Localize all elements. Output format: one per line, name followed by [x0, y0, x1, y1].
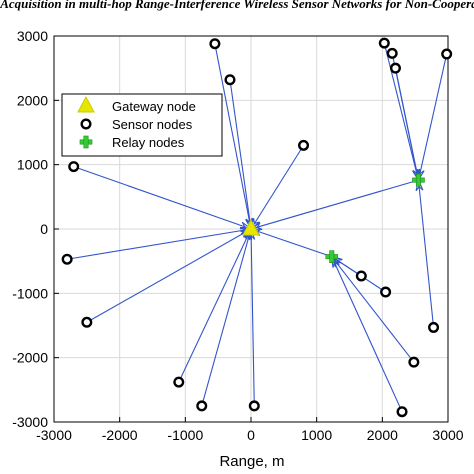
y-tick-label: 2000 [17, 92, 48, 108]
link-arrows [67, 42, 448, 412]
relay-marker-core [330, 255, 334, 259]
sensor-node-marker [428, 321, 440, 333]
sensor-node-marker [389, 62, 401, 74]
link-line [383, 42, 419, 181]
link-arrowhead [416, 168, 425, 182]
relay-marker-core [84, 140, 88, 144]
relay-marker-core [416, 178, 421, 182]
link-line [417, 180, 435, 328]
legend-label: Gateway node [112, 99, 196, 114]
sensor-node-marker [355, 270, 367, 282]
sensor-node-marker [224, 74, 236, 86]
x-tick-label: 1000 [301, 427, 332, 443]
sensor-node-marker [248, 400, 260, 412]
gateway-node-marker [242, 218, 260, 236]
y-tick-label: 3000 [17, 28, 48, 44]
link-line [250, 228, 255, 406]
link-line [417, 53, 448, 181]
link-line [394, 68, 419, 181]
legend: Gateway node Sensor nodes Relay nodes [61, 93, 223, 157]
link-line [178, 228, 252, 383]
link-line [250, 228, 332, 258]
sensor-node-marker [396, 406, 408, 418]
sensor-node-marker [209, 38, 221, 50]
legend-label: Sensor nodes [112, 117, 193, 132]
legend-label: Relay nodes [112, 135, 185, 150]
legend-gateway-marker [77, 95, 95, 113]
link-line [201, 228, 252, 407]
link-line [67, 228, 252, 260]
sensor-node-marker [61, 253, 73, 265]
link-arrowhead [415, 178, 424, 192]
relay-node-marker [412, 173, 425, 187]
legend-relay-marker [79, 135, 93, 149]
sensor-node-marker [196, 400, 208, 412]
link-line [73, 166, 252, 230]
x-tick-label: 0 [247, 427, 255, 443]
sensor-node-marker [441, 48, 453, 60]
y-tick-label: 1000 [17, 157, 48, 173]
link-line [86, 228, 252, 323]
figure-title-fragment: ...y of Acquisition in multi-hop Range-I… [0, 0, 474, 11]
x-tick-label: -2000 [102, 427, 138, 443]
x-tick-label: -1000 [167, 427, 203, 443]
link-line [229, 79, 252, 230]
relay-node-marker [325, 250, 339, 263]
link-arrowhead [331, 255, 340, 268]
legend-sensor-marker [80, 118, 92, 130]
y-axis-ticks: 3000 2000 1000 0 -1000 -2000 -3000 [12, 28, 59, 430]
sensor-node-marker [408, 356, 420, 368]
sensor-node-marker [81, 316, 93, 328]
y-tick-label: -3000 [12, 414, 48, 430]
sensor-node-marker [380, 286, 392, 298]
sensor-node-marker [298, 139, 310, 151]
link-line [214, 43, 252, 230]
sensor-node-marker [173, 376, 185, 388]
x-axis-ticks: -3000 -2000 -1000 0 1000 2000 3000 [36, 417, 464, 443]
link-line [250, 179, 419, 230]
x-tick-label: 3000 [432, 427, 463, 443]
nodes [61, 37, 453, 418]
link-arrowhead [247, 227, 256, 240]
link-line [331, 256, 415, 363]
sensor-node-marker [386, 47, 398, 59]
sensor-node-marker [378, 37, 390, 49]
link-line [250, 145, 304, 230]
link-line [331, 256, 403, 412]
y-tick-label: -1000 [12, 285, 48, 301]
x-axis-label: Range, m [219, 453, 284, 470]
x-tick-label: 2000 [367, 427, 398, 443]
y-tick-label: 0 [40, 221, 48, 237]
link-arrowhead [239, 221, 253, 230]
sensor-node-marker [68, 161, 80, 173]
x-tick-label: -3000 [36, 427, 72, 443]
y-tick-label: -2000 [12, 350, 48, 366]
link-arrowhead [250, 218, 260, 231]
